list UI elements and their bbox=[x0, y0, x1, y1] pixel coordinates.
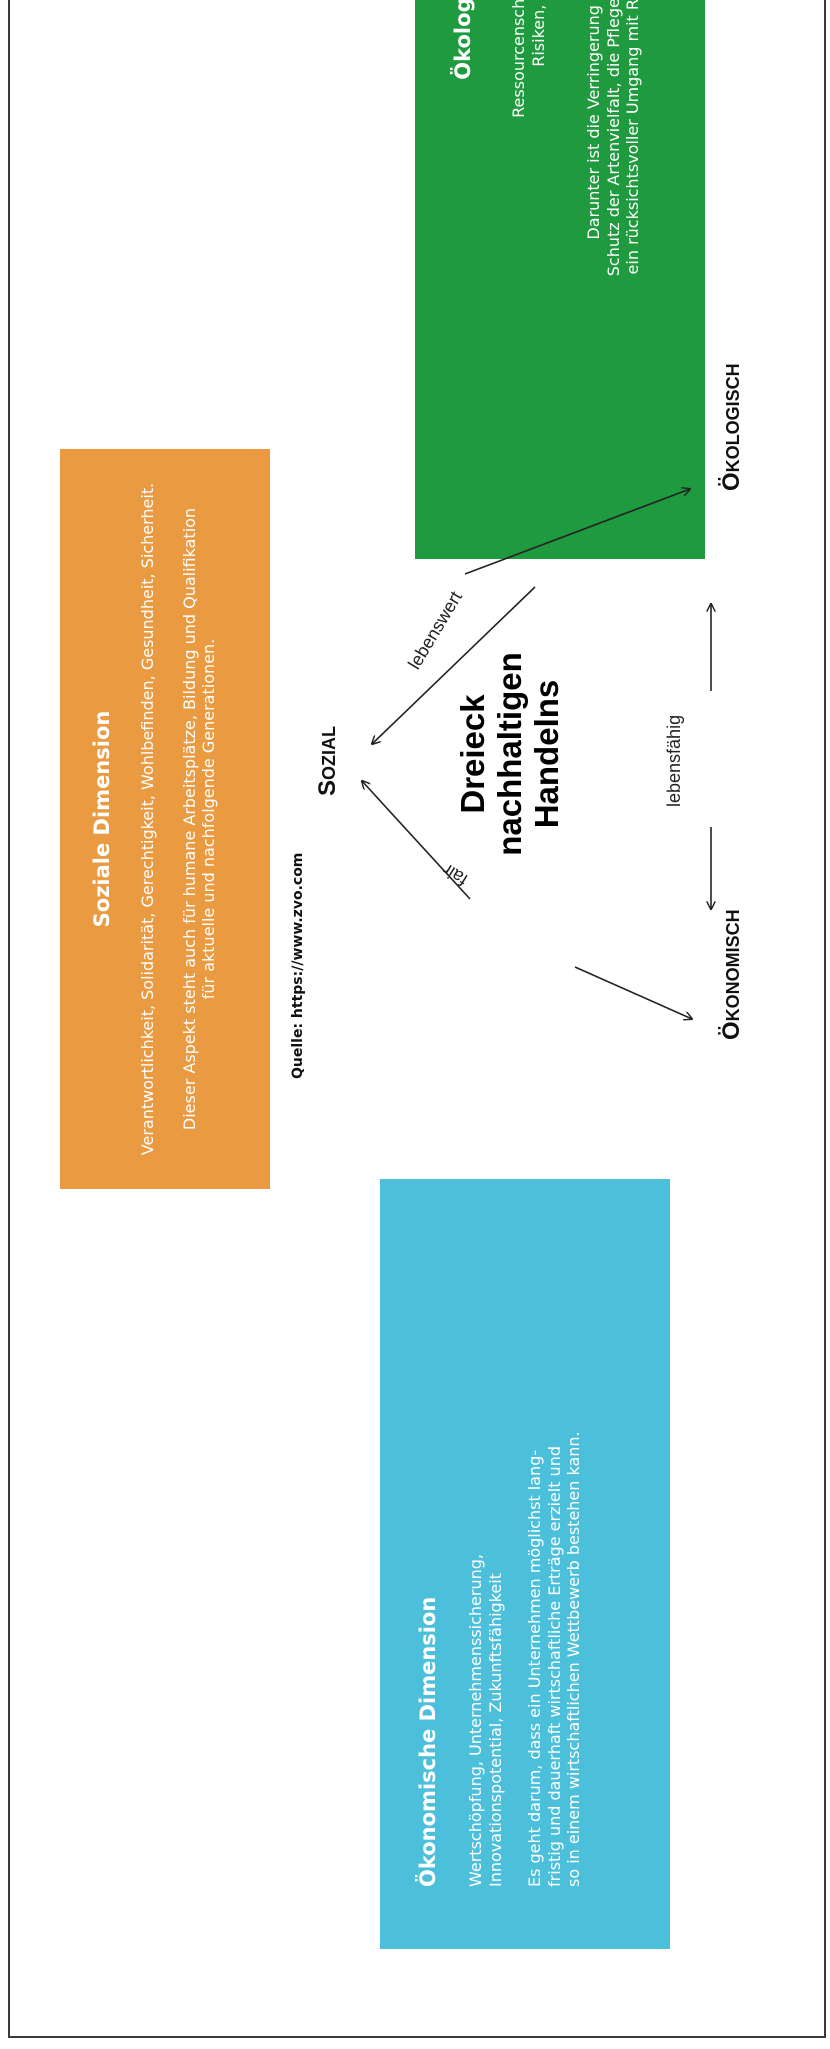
triangle-center-title: Dreieck nachhaltigen Handelns bbox=[454, 599, 566, 909]
corner-oekonomisch-initial: Ö bbox=[718, 1021, 745, 1040]
center-title-line-2: nachhaltigen bbox=[490, 652, 528, 856]
corner-oekonomisch-rest: KONOMISCH bbox=[723, 909, 743, 1022]
corner-label-oekologisch: ÖKOLOGISCH bbox=[718, 363, 746, 491]
center-title-line-3: Handelns bbox=[527, 679, 565, 829]
arrow-oekologisch-to-sozial bbox=[372, 586, 536, 744]
edge-label-lebensfaehig: lebensfähig bbox=[664, 714, 684, 807]
corner-oekologisch-rest: KOLOGISCH bbox=[723, 363, 743, 473]
corner-sozial-rest: OZIAL bbox=[319, 725, 339, 780]
corner-sozial-initial: S bbox=[314, 779, 341, 796]
corner-label-oekonomisch: ÖKONOMISCH bbox=[718, 909, 746, 1040]
arrow-sozial-to-oekologisch bbox=[464, 489, 690, 575]
arrow-sozial-to-oekonomisch bbox=[574, 966, 692, 1019]
corner-label-sozial: SOZIAL bbox=[314, 726, 342, 796]
center-title-line-1: Dreieck bbox=[454, 694, 491, 814]
page-frame bbox=[8, 0, 826, 2038]
corner-oekologisch-initial: Ö bbox=[718, 472, 745, 491]
arrow-oekonomisch-to-sozial bbox=[362, 781, 471, 900]
